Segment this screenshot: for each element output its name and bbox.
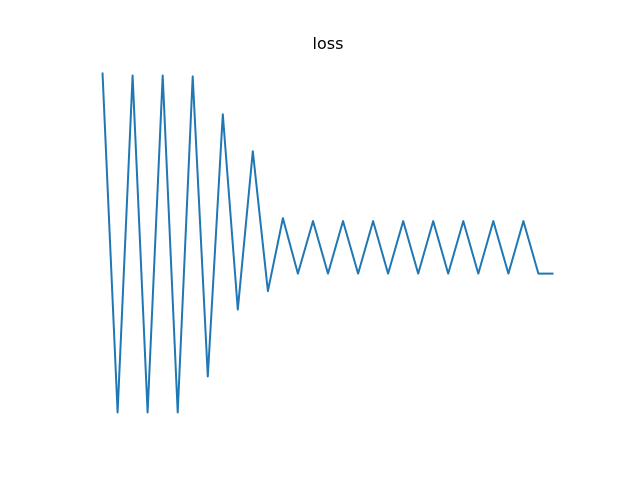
plot-area	[101, 72, 554, 414]
loss-series-line	[101, 72, 554, 414]
chart-title: loss	[313, 34, 344, 53]
